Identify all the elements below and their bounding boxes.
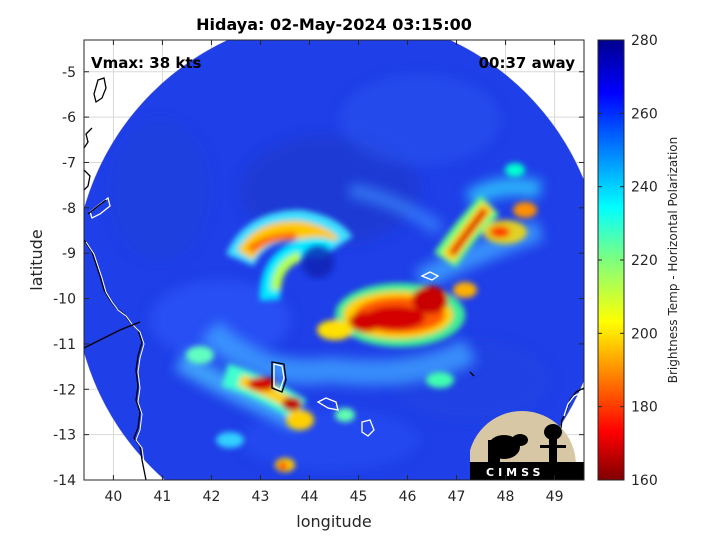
x-tick-label: 41 xyxy=(154,489,172,505)
colorbar-tick-label: 160 xyxy=(631,473,658,489)
y-tick-label: -14 xyxy=(53,473,76,489)
y-tick-label: -11 xyxy=(53,337,76,353)
colorbar-ticks: 280 260 240 220 200 180 160 xyxy=(598,33,658,489)
y-tick-label: -7 xyxy=(62,155,76,171)
swath-heatmap xyxy=(84,40,584,480)
x-tick-label: 48 xyxy=(497,489,515,505)
africa-coastline xyxy=(84,239,147,480)
island-pemba xyxy=(93,77,107,104)
island-mafia xyxy=(84,169,91,191)
convective-features xyxy=(186,163,537,472)
x-tick-label: 49 xyxy=(546,489,564,505)
y-tick-label: -9 xyxy=(62,246,76,262)
island-mayotte xyxy=(420,271,440,281)
x-tick-label: 42 xyxy=(203,489,221,505)
x-tick-label: 43 xyxy=(252,489,270,505)
colorbar-tick-label: 220 xyxy=(631,253,658,269)
y-tick-label: -13 xyxy=(53,428,76,444)
axes-box xyxy=(83,39,585,481)
island-moheli xyxy=(316,397,339,411)
y-tick-label: -8 xyxy=(62,201,76,217)
x-tick-label: 47 xyxy=(448,489,466,505)
colorbar-label: Brightness Temp - Horizontal Polarizatio… xyxy=(666,137,680,384)
colorbar-tick-label: 180 xyxy=(631,400,658,416)
y-tick-label: -6 xyxy=(62,110,76,126)
x-axis-ticks: 40 41 42 43 44 45 46 47 48 49 xyxy=(104,40,564,505)
y-tick-label: -12 xyxy=(53,382,76,398)
africa-coastline-white xyxy=(85,241,149,480)
island-grande-comore xyxy=(273,363,285,392)
logo-text: CIMSS xyxy=(486,466,544,479)
y-axis-label: latitude xyxy=(27,229,46,290)
colorbar-tick-label: 240 xyxy=(631,180,658,196)
colorbar xyxy=(597,39,625,481)
cyclone-eye xyxy=(302,246,334,278)
cimss-logo: CIMSS xyxy=(470,411,584,480)
chart-title: Hidaya: 02-May-2024 03:15:00 xyxy=(196,15,472,34)
x-tick-label: 45 xyxy=(350,489,368,505)
colorbar-tick-label: 280 xyxy=(631,33,658,49)
x-tick-label: 46 xyxy=(399,489,417,505)
y-tick-label: -10 xyxy=(53,292,76,308)
y-tick-label: -5 xyxy=(62,65,76,81)
x-tick-label: 44 xyxy=(301,489,319,505)
island-anjouan xyxy=(361,419,375,437)
vmax-annotation: Vmax: 38 kts xyxy=(91,54,201,72)
x-axis-label: longitude xyxy=(296,512,371,531)
y-axis-ticks: -5 -6 -7 -8 -9 -10 -11 -12 -13 -14 xyxy=(53,65,584,489)
colorbar-tick-label: 200 xyxy=(631,326,658,342)
coastlines xyxy=(84,77,584,480)
x-tick-label: 40 xyxy=(104,489,122,505)
colorbar-tick-label: 260 xyxy=(631,106,658,122)
time-away-annotation: 00:37 away xyxy=(479,54,576,72)
